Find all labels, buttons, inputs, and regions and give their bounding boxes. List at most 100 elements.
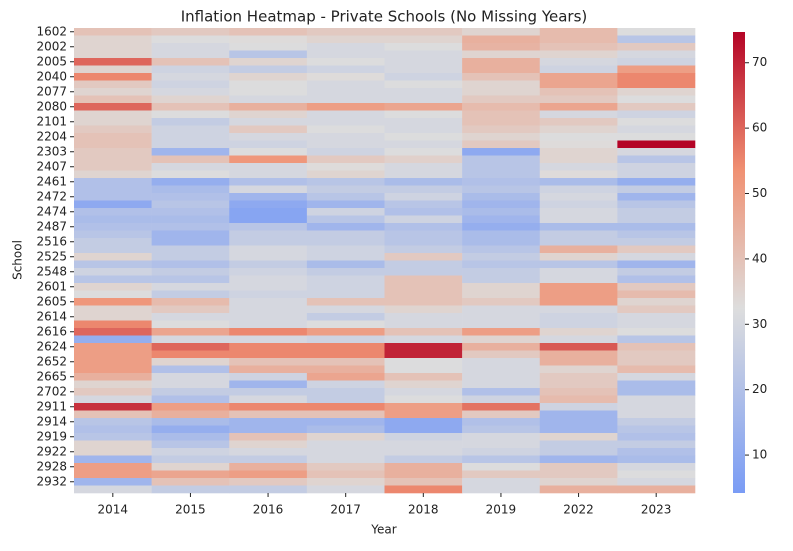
cell	[462, 245, 541, 254]
cell	[74, 155, 152, 164]
cell	[229, 193, 308, 201]
cell	[462, 35, 541, 44]
cell	[462, 110, 541, 119]
cell	[151, 133, 230, 141]
cell	[151, 380, 230, 389]
cell	[384, 343, 463, 351]
cell	[617, 425, 696, 434]
cell	[74, 178, 152, 186]
cell	[74, 215, 152, 224]
cell	[151, 305, 230, 314]
cell	[617, 448, 696, 456]
cell	[151, 425, 230, 434]
cell	[384, 425, 463, 434]
cell	[384, 88, 463, 96]
cell	[617, 335, 696, 344]
cell	[462, 208, 541, 216]
cell	[229, 215, 308, 224]
cell	[539, 50, 618, 59]
cell	[74, 440, 152, 449]
colorbar-tick-label: 20	[752, 382, 767, 396]
cell	[74, 140, 152, 149]
y-tick-label: 1602	[36, 24, 67, 38]
cell	[151, 50, 230, 59]
cell	[306, 283, 385, 291]
cell	[74, 58, 152, 66]
cell	[74, 110, 152, 119]
cell	[539, 95, 618, 104]
cell	[74, 28, 152, 36]
cell	[539, 455, 618, 464]
cell	[151, 208, 230, 216]
cell	[462, 58, 541, 66]
cell	[229, 200, 308, 209]
cell	[462, 215, 541, 224]
cell	[539, 313, 618, 321]
cell	[74, 170, 152, 179]
cell	[229, 73, 308, 81]
cell	[151, 433, 230, 441]
cell	[306, 170, 385, 179]
cell	[306, 50, 385, 59]
cell	[74, 208, 152, 216]
cell	[151, 470, 230, 479]
cell	[539, 373, 618, 381]
cell	[74, 313, 152, 321]
cell	[617, 200, 696, 209]
cell	[151, 163, 230, 171]
cell	[74, 448, 152, 456]
cell	[229, 365, 308, 374]
cell	[151, 223, 230, 231]
cell	[462, 343, 541, 351]
cell	[306, 410, 385, 419]
cell	[617, 73, 696, 81]
cell	[74, 433, 152, 441]
cell	[539, 208, 618, 216]
cell	[74, 268, 152, 276]
cell	[306, 418, 385, 426]
y-tick-label: 2616	[36, 324, 67, 338]
cell	[462, 358, 541, 366]
cell	[384, 230, 463, 239]
cell	[462, 163, 541, 171]
cell	[306, 223, 385, 231]
cell	[462, 425, 541, 434]
cell	[151, 403, 230, 411]
cell	[306, 478, 385, 486]
cell	[151, 253, 230, 261]
cell	[74, 245, 152, 254]
cell	[151, 350, 230, 359]
cell	[384, 103, 463, 111]
cell	[151, 148, 230, 156]
cell	[306, 88, 385, 96]
cell	[151, 358, 230, 366]
cell	[229, 448, 308, 456]
cell	[306, 358, 385, 366]
cell	[306, 208, 385, 216]
cell	[229, 410, 308, 419]
cell	[306, 268, 385, 276]
cell	[384, 485, 463, 494]
cell	[384, 208, 463, 216]
cell	[151, 410, 230, 419]
cell	[74, 185, 152, 194]
cell	[539, 328, 618, 336]
cell	[151, 230, 230, 239]
cell	[74, 335, 152, 344]
cell	[384, 335, 463, 344]
cell	[229, 418, 308, 426]
cell	[462, 80, 541, 89]
cell	[74, 95, 152, 104]
cell	[229, 110, 308, 119]
cell	[306, 425, 385, 434]
y-tick-label: 2002	[36, 39, 67, 53]
cell	[74, 343, 152, 351]
cell	[462, 313, 541, 321]
cell	[539, 395, 618, 404]
cell	[151, 88, 230, 96]
cell	[384, 260, 463, 269]
cell	[462, 275, 541, 284]
cell	[306, 328, 385, 336]
cell	[229, 388, 308, 396]
